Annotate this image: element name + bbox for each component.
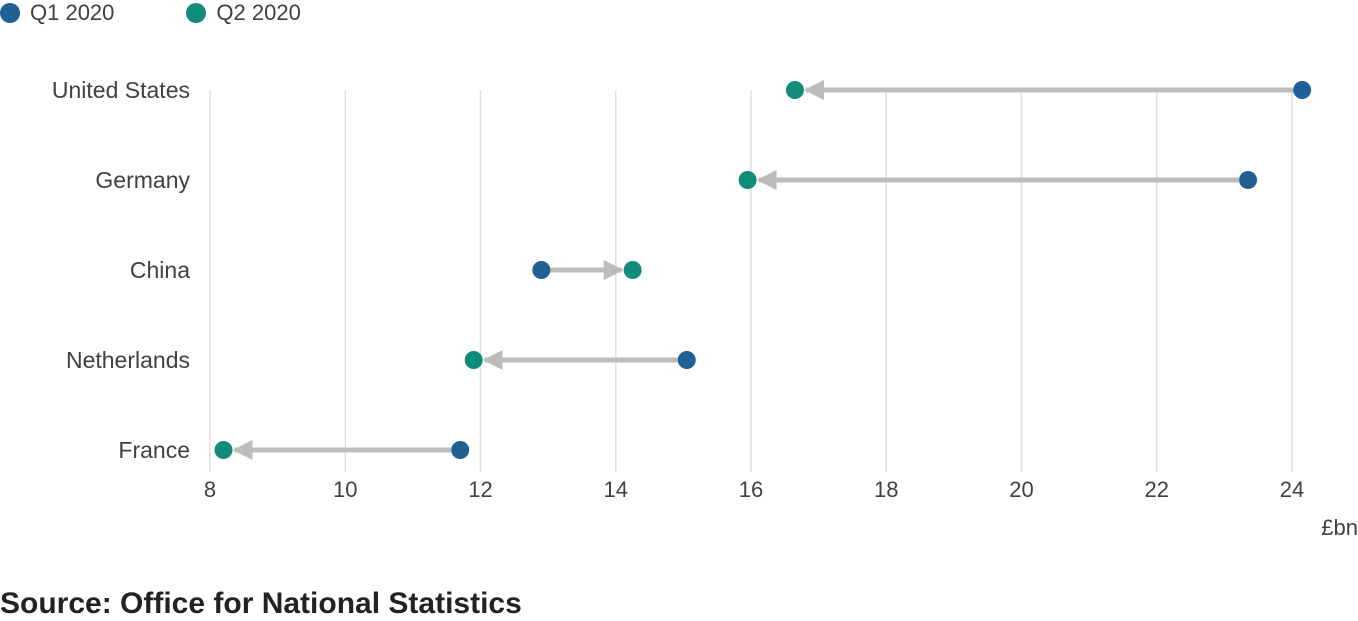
x-tick-label: 22 (1145, 477, 1169, 502)
x-axis-ticks: 8 10 12 14 16 18 20 22 24 (204, 477, 1304, 502)
category-label: United States (52, 77, 190, 103)
change-arrows (232, 80, 1294, 460)
point-q1-2020 (677, 351, 696, 369)
legend-item-q1: Q1 2020 (0, 0, 114, 26)
x-tick-label: 20 (1009, 477, 1033, 502)
point-q2-2020 (214, 441, 233, 459)
data-points (214, 81, 1312, 459)
grid-lines (209, 90, 1293, 472)
x-tick-label: 24 (1280, 477, 1304, 502)
legend-swatch-q2 (186, 3, 207, 23)
x-tick-label: 14 (604, 477, 628, 502)
x-tick-label: 10 (333, 477, 357, 502)
point-q1-2020 (532, 261, 551, 279)
category-labels: United States Germany China Netherlands Fran… (52, 77, 191, 463)
point-q1-2020 (451, 441, 470, 459)
category-label: Germany (95, 167, 190, 193)
point-q2-2020 (623, 261, 642, 279)
legend-item-q2: Q2 2020 (186, 0, 301, 26)
category-label: Netherlands (66, 347, 190, 373)
legend-label-q1: Q1 2020 (30, 0, 115, 25)
point-q2-2020 (738, 171, 757, 189)
x-axis-unit: £bn (1321, 515, 1358, 540)
x-tick-label: 18 (874, 477, 898, 502)
x-tick-label: 12 (468, 477, 492, 502)
category-label: China (130, 257, 190, 283)
x-tick-label: 8 (204, 477, 216, 502)
legend-swatch-q1 (0, 3, 20, 23)
legend-label-q2: Q2 2020 (216, 0, 301, 25)
source-note: Source: Office for National Statistics (0, 587, 522, 620)
x-tick-label: 16 (739, 477, 763, 502)
category-label: France (118, 437, 190, 463)
point-q2-2020 (464, 351, 483, 369)
dumbbell-chart: 8 10 12 14 16 18 20 22 24 United States Germany Ch… (52, 77, 1312, 502)
point-q1-2020 (1293, 81, 1312, 99)
legend: Q1 2020 Q2 2020 (0, 0, 373, 26)
point-q2-2020 (785, 81, 804, 99)
point-q1-2020 (1239, 171, 1258, 189)
